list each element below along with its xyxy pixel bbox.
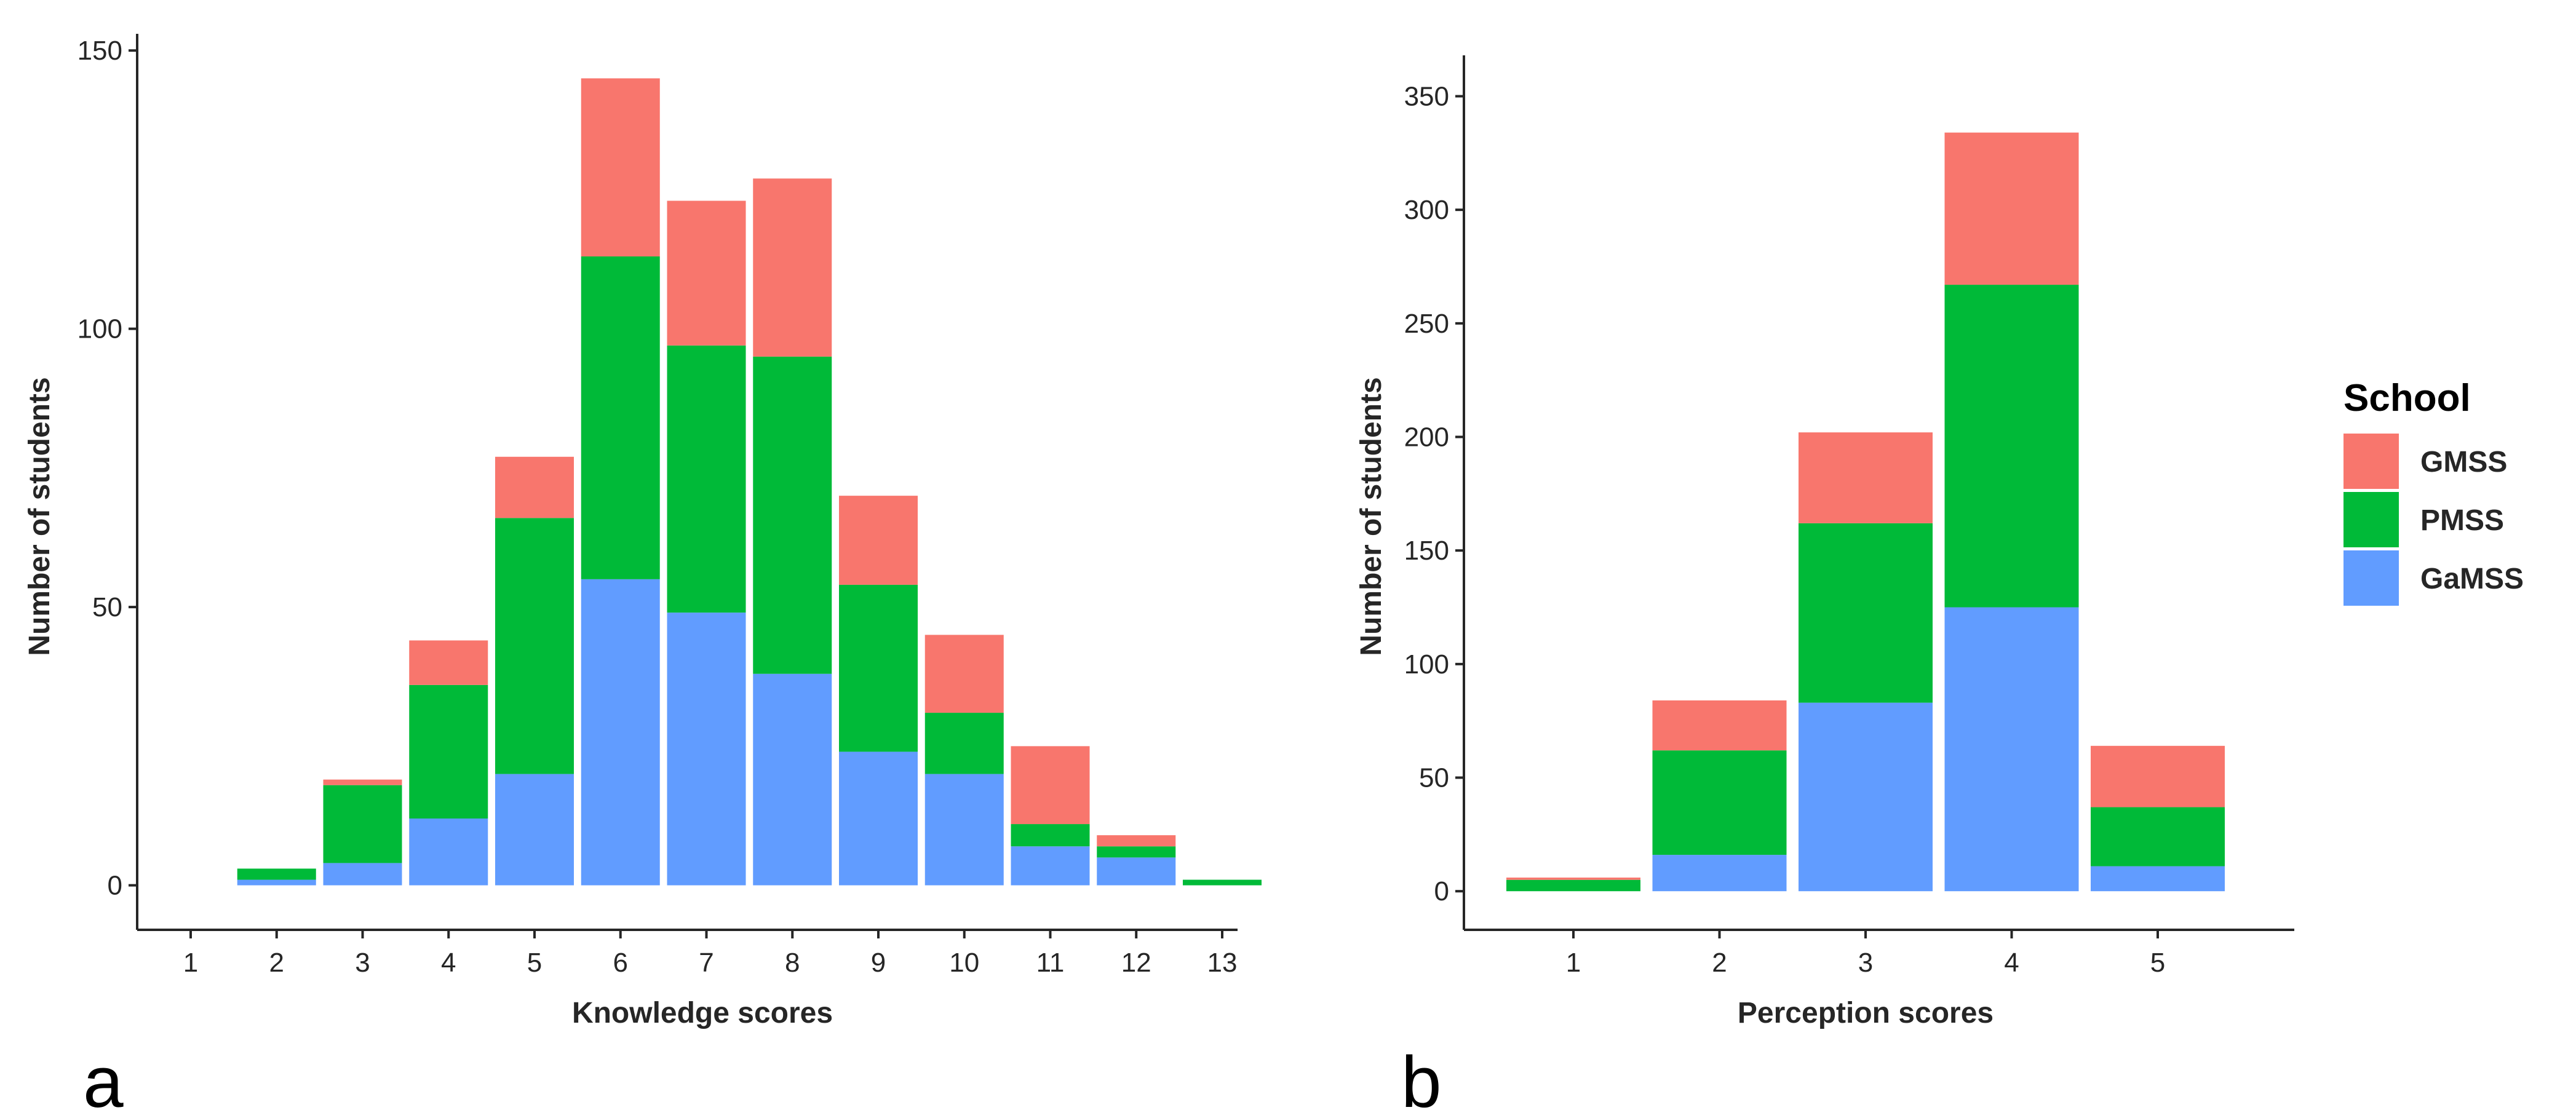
perception-x-tick-label: 1 [1566, 948, 1581, 978]
knowledge-x-axis-title: Knowledge scores [572, 997, 833, 1029]
knowledge-bar-pmss-4 [409, 684, 488, 819]
knowledge-bar-pmss-8 [753, 356, 832, 674]
knowledge-x-tick-label: 10 [949, 948, 979, 978]
knowledge-bar-pmss-9 [839, 584, 918, 752]
perception-y-axis-title: Number of students [1355, 377, 1388, 656]
knowledge-bar-gmss-4 [409, 640, 488, 685]
perception-x-tick-label: 2 [1712, 948, 1727, 978]
knowledge-y-tick-label: 50 [92, 592, 122, 622]
perception-y-tick-label: 0 [1434, 876, 1449, 906]
knowledge-x-tick-label: 9 [871, 948, 886, 978]
perception-y-tick-label: 50 [1419, 763, 1449, 793]
knowledge-bar-pmss-7 [667, 345, 746, 613]
perception-bar-gamss-4 [1944, 607, 2079, 892]
perception-bar-pmss-5 [2091, 807, 2225, 866]
knowledge-bar-gamss-6 [581, 579, 660, 886]
knowledge-bar-gmss-3 [323, 779, 402, 785]
knowledge-bar-gmss-8 [753, 178, 832, 357]
legend-key-gamss [2343, 550, 2399, 606]
perception-bar-gamss-5 [2091, 866, 2225, 892]
perception-axes: 0 50 100 150 200 250 300 350 1 2 3 4 5 [1404, 55, 2294, 978]
knowledge-bar-gmss-6 [581, 78, 660, 256]
knowledge-x-tick-label: 7 [699, 948, 714, 978]
knowledge-x-tick-label: 13 [1207, 948, 1238, 978]
knowledge-bar-gamss-3 [323, 863, 402, 886]
knowledge-y-tick-label: 0 [108, 871, 122, 901]
legend-label-gmss: GMSS [2420, 446, 2507, 478]
knowledge-x-tick-label: 8 [785, 948, 800, 978]
knowledge-bar-gamss-10 [924, 774, 1004, 886]
perception-x-tick-label: 5 [2150, 948, 2165, 978]
perception-bar-gamss-3 [1799, 702, 1933, 892]
legend-title: School [2343, 377, 2471, 419]
panel-label-b: b [1401, 1042, 1442, 1118]
knowledge-bar-pmss-13 [1183, 879, 1262, 886]
knowledge-x-tick-label: 6 [613, 948, 628, 978]
knowledge-bar-pmss-10 [924, 713, 1004, 774]
perception-y-tick-label: 200 [1404, 422, 1449, 453]
perception-bar-gmss-3 [1799, 432, 1933, 523]
perception-bar-gmss-5 [2091, 745, 2225, 807]
knowledge-bar-pmss-6 [581, 256, 660, 579]
legend-label-gamss: GaMSS [2420, 563, 2524, 595]
perception-bar-gmss-4 [1944, 132, 2079, 285]
knowledge-x-tick-label: 2 [269, 948, 284, 978]
knowledge-bar-gamss-5 [495, 774, 574, 886]
knowledge-bar-gamss-11 [1011, 846, 1090, 886]
perception-y-tick-label: 150 [1404, 536, 1449, 566]
knowledge-x-tick-label: 4 [441, 948, 456, 978]
knowledge-bar-gamss-8 [753, 673, 832, 886]
knowledge-bar-gamss-12 [1097, 857, 1176, 886]
knowledge-bars [237, 78, 1262, 886]
knowledge-y-tick-label: 100 [78, 314, 122, 344]
knowledge-bar-gmss-11 [1011, 746, 1090, 825]
perception-x-tick-label: 3 [1858, 948, 1873, 978]
panel-label-a: a [83, 1042, 124, 1118]
perception-y-tick-label: 100 [1404, 649, 1449, 680]
knowledge-bar-gmss-7 [667, 200, 746, 346]
perception-y-tick-label: 250 [1404, 309, 1449, 339]
perception-bar-pmss-4 [1944, 285, 2079, 608]
knowledge-bar-gamss-2 [237, 879, 316, 886]
perception-x-tick-label: 4 [2004, 948, 2019, 978]
knowledge-bar-gamss-9 [839, 751, 918, 886]
knowledge-bar-gamss-7 [667, 613, 746, 886]
knowledge-bar-pmss-11 [1011, 824, 1090, 847]
knowledge-bar-pmss-3 [323, 785, 402, 863]
perception-chart: 0 50 100 150 200 250 300 350 1 2 3 4 5 Perception sc… [1355, 55, 2294, 1118]
perception-bars [1506, 132, 2225, 892]
knowledge-x-tick-label: 1 [183, 948, 198, 978]
knowledge-y-axis-title: Number of students [23, 377, 56, 656]
perception-y-tick-label: 300 [1404, 195, 1449, 225]
knowledge-x-tick-label: 12 [1121, 948, 1151, 978]
knowledge-bar-gmss-12 [1097, 835, 1176, 847]
perception-bar-gamss-2 [1652, 855, 1787, 892]
legend: School GMSS PMSS GaMSS [2343, 377, 2524, 606]
knowledge-bar-gmss-5 [495, 456, 574, 518]
knowledge-bar-gmss-10 [924, 635, 1004, 713]
perception-y-tick-label: 350 [1404, 81, 1449, 111]
knowledge-bar-pmss-5 [495, 518, 574, 774]
perception-bar-pmss-3 [1799, 523, 1933, 703]
perception-bar-gmss-1 [1506, 878, 1640, 880]
legend-key-pmss [2343, 492, 2399, 547]
perception-x-axis-title: Perception scores [1738, 997, 1994, 1029]
perception-bar-pmss-1 [1506, 879, 1640, 892]
perception-bar-pmss-2 [1652, 750, 1787, 855]
legend-key-gmss [2343, 434, 2399, 489]
knowledge-y-tick-label: 150 [78, 36, 122, 66]
knowledge-bar-gmss-9 [839, 496, 918, 585]
knowledge-bar-pmss-12 [1097, 846, 1176, 858]
knowledge-bar-pmss-2 [237, 868, 316, 880]
perception-bar-gmss-2 [1652, 700, 1787, 751]
knowledge-bar-gamss-4 [409, 819, 488, 886]
legend-label-pmss: PMSS [2420, 504, 2504, 537]
knowledge-x-tick-label: 3 [355, 948, 370, 978]
knowledge-x-tick-label: 5 [527, 948, 542, 978]
knowledge-x-tick-label: 11 [1036, 948, 1065, 978]
